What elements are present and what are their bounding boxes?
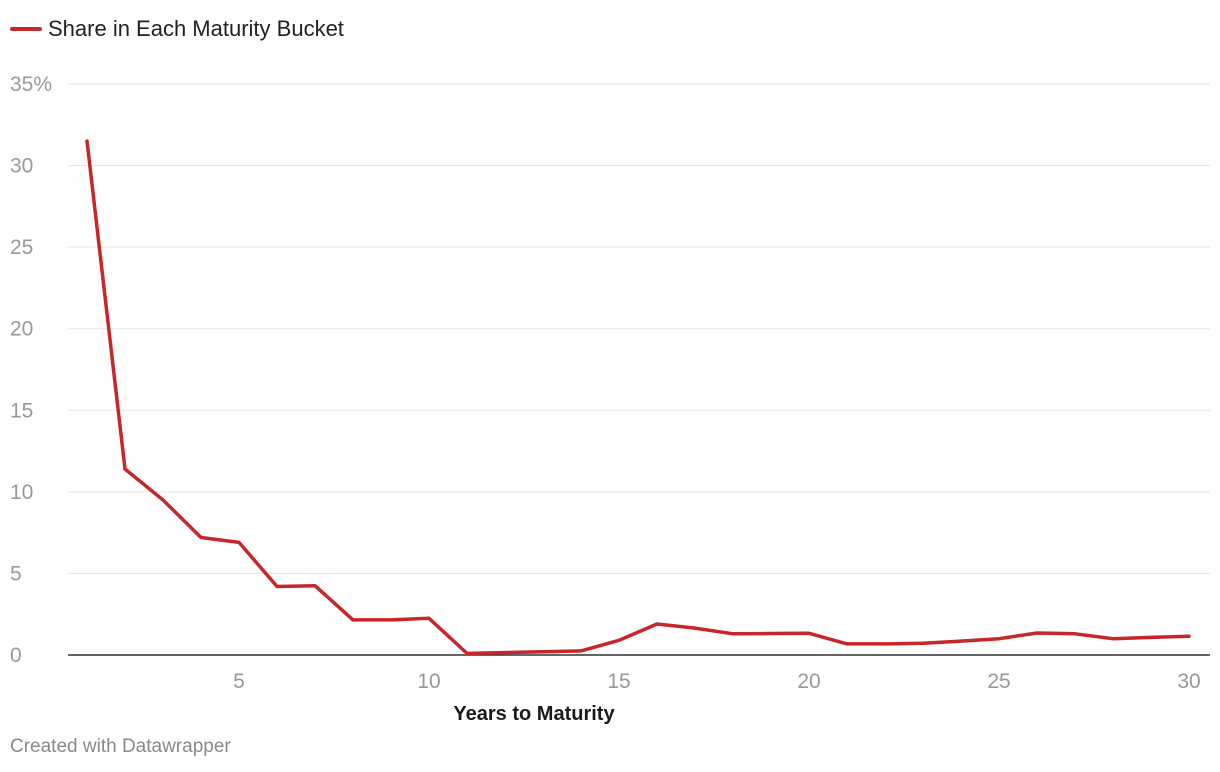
y-tick-label: 20 [10,318,33,341]
footer-credit: Created with Datawrapper [10,736,231,757]
legend: Share in Each Maturity Bucket [10,16,344,42]
x-tick-label: 20 [797,670,820,693]
legend-swatch [10,27,42,31]
x-tick-label: 15 [607,670,630,693]
y-tick-label: 35% [10,73,52,96]
y-tick-label: 30 [10,155,33,178]
x-axis-title: Years to Maturity [453,703,615,725]
x-tick-label: 5 [233,670,245,693]
x-tick-label: 10 [417,670,440,693]
gridlines [68,83,1210,656]
legend-label: Share in Each Maturity Bucket [48,16,344,41]
series-line [85,139,1191,656]
y-tick-label: 10 [10,481,33,504]
series [85,139,1191,656]
y-tick-label: 5 [10,562,22,585]
x-axis-ticks: 5 10 15 20 25 30 [233,670,1201,693]
y-tick-label: 15 [10,399,33,422]
x-tick-label: 30 [1177,670,1200,693]
y-tick-label: 25 [10,236,33,259]
y-tick-label: 0 [10,644,22,667]
x-tick-label: 25 [987,670,1010,693]
y-axis-ticks: 0 5 10 15 20 25 30 35% [10,73,52,667]
